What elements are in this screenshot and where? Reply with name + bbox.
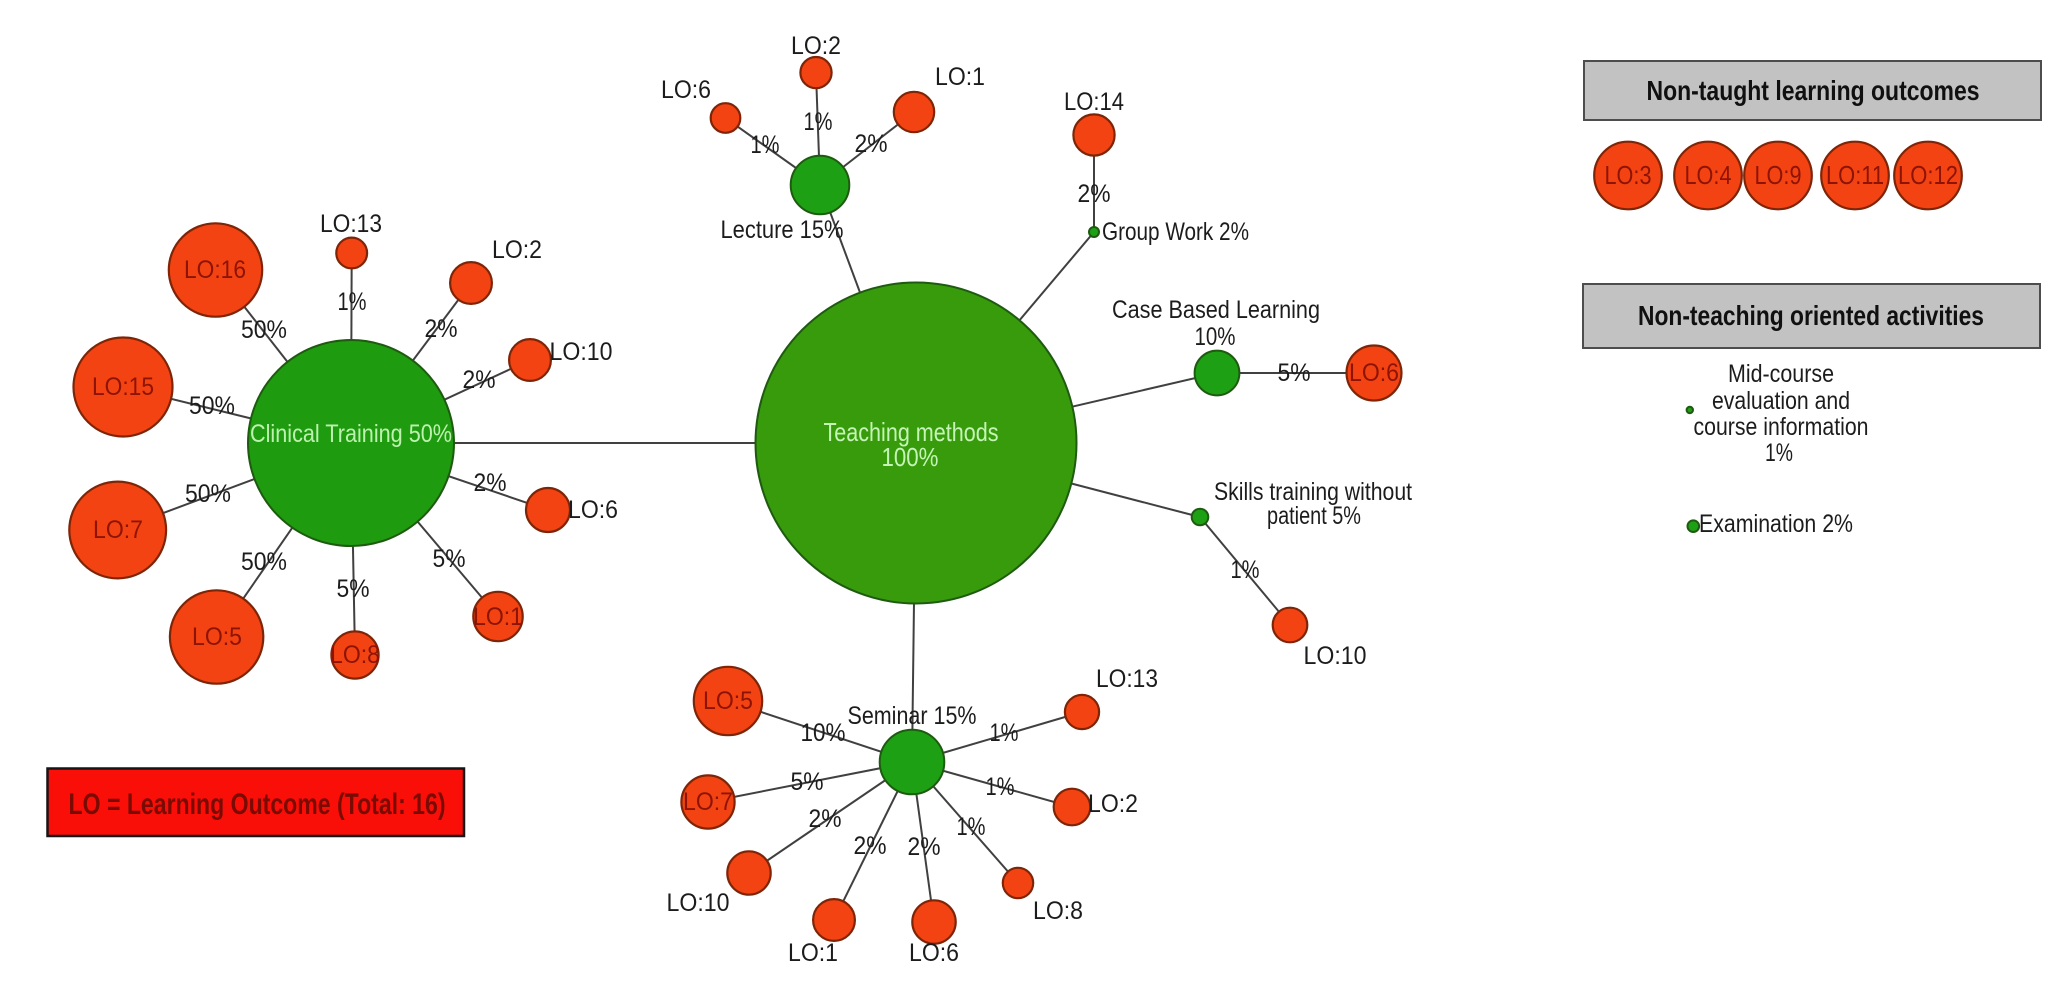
svg-text:LO:6: LO:6 [1349, 359, 1399, 387]
svg-text:Lecture 15%: Lecture 15% [721, 216, 844, 244]
svg-text:Clinical Training 50%: Clinical Training 50% [250, 420, 452, 448]
svg-text:1%: 1% [338, 288, 367, 316]
svg-text:LO:1: LO:1 [473, 603, 523, 631]
svg-text:LO:1: LO:1 [935, 63, 985, 91]
svg-text:2%: 2% [854, 832, 887, 860]
svg-text:2%: 2% [908, 833, 941, 861]
svg-text:LO:4: LO:4 [1685, 160, 1732, 190]
svg-text:course information: course information [1694, 413, 1869, 441]
svg-text:LO:11: LO:11 [1826, 160, 1884, 190]
svg-text:Case Based Learning: Case Based Learning [1112, 296, 1320, 324]
svg-text:50%: 50% [189, 392, 235, 420]
svg-text:LO:16: LO:16 [184, 256, 246, 284]
svg-text:5%: 5% [337, 575, 370, 603]
svg-text:Mid-course: Mid-course [1728, 360, 1834, 388]
svg-text:LO:6: LO:6 [661, 76, 711, 104]
svg-text:LO:7: LO:7 [683, 788, 733, 816]
svg-text:LO:10: LO:10 [550, 338, 613, 366]
svg-text:10%: 10% [1195, 323, 1236, 351]
svg-text:LO:2: LO:2 [492, 236, 542, 264]
svg-text:LO:8: LO:8 [330, 641, 380, 669]
svg-text:LO:10: LO:10 [667, 889, 730, 917]
svg-text:50%: 50% [241, 316, 287, 344]
svg-text:Skills training without: Skills training without [1214, 478, 1412, 506]
svg-text:2%: 2% [474, 469, 507, 497]
svg-text:LO:5: LO:5 [703, 687, 753, 715]
svg-text:Non-taught learning outcomes: Non-taught learning outcomes [1647, 75, 1980, 106]
svg-text:LO = Learning Outcome (Total:: LO = Learning Outcome (Total: 16) [69, 788, 446, 821]
svg-text:2%: 2% [1078, 180, 1111, 208]
svg-text:2%: 2% [809, 805, 842, 833]
svg-text:LO:10: LO:10 [1304, 642, 1367, 670]
svg-text:Examination 2%: Examination 2% [1699, 510, 1853, 538]
svg-text:1%: 1% [986, 773, 1015, 801]
svg-text:LO:7: LO:7 [93, 516, 143, 544]
svg-text:LO:9: LO:9 [1755, 160, 1802, 190]
svg-text:50%: 50% [241, 548, 287, 576]
svg-text:LO:6: LO:6 [909, 939, 959, 967]
svg-text:10%: 10% [801, 719, 846, 747]
svg-text:5%: 5% [791, 768, 824, 796]
svg-text:100%: 100% [882, 442, 939, 472]
svg-text:LO:3: LO:3 [1605, 160, 1652, 190]
svg-text:patient 5%: patient 5% [1267, 502, 1361, 530]
svg-text:LO:6: LO:6 [568, 496, 618, 524]
svg-text:evaluation and: evaluation and [1712, 387, 1850, 415]
svg-text:LO:8: LO:8 [1033, 897, 1083, 925]
svg-text:1%: 1% [1231, 556, 1260, 584]
svg-text:1%: 1% [751, 131, 780, 159]
svg-text:LO:12: LO:12 [1898, 160, 1958, 190]
svg-text:1%: 1% [990, 719, 1019, 747]
svg-text:2%: 2% [855, 130, 888, 158]
svg-text:Non-teaching oriented activiti: Non-teaching oriented activities [1638, 300, 1984, 331]
svg-text:LO:13: LO:13 [1096, 665, 1158, 693]
svg-text:50%: 50% [185, 480, 231, 508]
svg-text:1%: 1% [1765, 439, 1793, 467]
svg-text:LO:2: LO:2 [1088, 790, 1138, 818]
svg-text:2%: 2% [463, 366, 496, 394]
svg-text:5%: 5% [1278, 359, 1311, 387]
svg-text:LO:13: LO:13 [320, 210, 382, 238]
svg-text:LO:5: LO:5 [192, 623, 242, 651]
svg-text:LO:1: LO:1 [788, 939, 838, 967]
svg-text:LO:2: LO:2 [791, 32, 841, 60]
svg-text:5%: 5% [433, 545, 466, 573]
svg-text:Seminar 15%: Seminar 15% [848, 702, 977, 730]
svg-text:LO:15: LO:15 [92, 373, 154, 401]
svg-text:1%: 1% [957, 813, 986, 841]
svg-text:Group Work 2%: Group Work 2% [1102, 218, 1249, 246]
svg-text:1%: 1% [804, 108, 833, 136]
svg-text:LO:14: LO:14 [1064, 88, 1124, 116]
svg-text:2%: 2% [425, 315, 458, 343]
svg-text:Teaching methods: Teaching methods [824, 417, 999, 447]
